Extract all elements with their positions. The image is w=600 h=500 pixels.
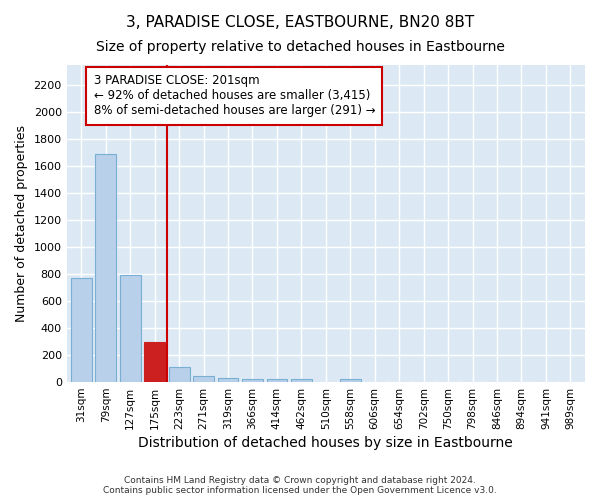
Text: 3, PARADISE CLOSE, EASTBOURNE, BN20 8BT: 3, PARADISE CLOSE, EASTBOURNE, BN20 8BT	[126, 15, 474, 30]
Bar	[193, 376, 214, 382]
Bar	[340, 380, 361, 382]
Bar	[218, 378, 238, 382]
Bar	[71, 278, 92, 382]
Bar	[169, 367, 190, 382]
X-axis label: Distribution of detached houses by size in Eastbourne: Distribution of detached houses by size …	[139, 436, 513, 450]
Text: Contains HM Land Registry data © Crown copyright and database right 2024.
Contai: Contains HM Land Registry data © Crown c…	[103, 476, 497, 495]
Bar	[95, 154, 116, 382]
Bar	[144, 342, 165, 382]
Y-axis label: Number of detached properties: Number of detached properties	[15, 125, 28, 322]
Bar	[120, 275, 140, 382]
Bar	[242, 378, 263, 382]
Text: 3 PARADISE CLOSE: 201sqm
← 92% of detached houses are smaller (3,415)
8% of semi: 3 PARADISE CLOSE: 201sqm ← 92% of detach…	[94, 74, 375, 118]
Text: Size of property relative to detached houses in Eastbourne: Size of property relative to detached ho…	[95, 40, 505, 54]
Bar	[291, 380, 312, 382]
Bar	[266, 379, 287, 382]
